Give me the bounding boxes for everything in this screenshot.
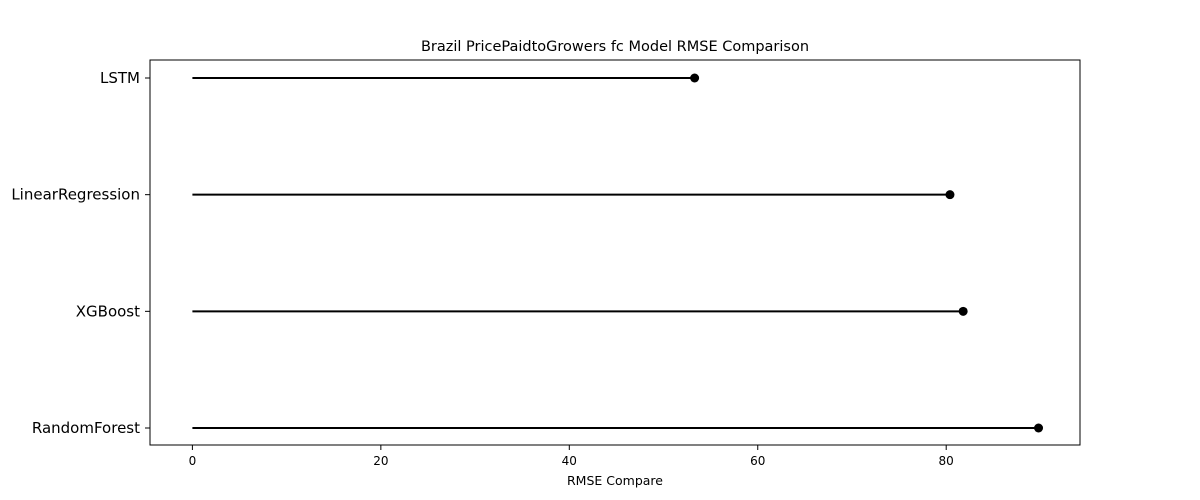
- x-tick-label: 60: [750, 454, 765, 468]
- y-tick-label: RandomForest: [32, 419, 140, 437]
- y-axis: LSTM LinearRegression XGBoost RandomForest: [11, 69, 150, 437]
- x-tick-label: 0: [189, 454, 197, 468]
- lollipop-point: [945, 190, 955, 200]
- y-tick-label: LinearRegression: [11, 186, 140, 204]
- x-tick-label: 80: [939, 454, 954, 468]
- x-axis-label: RMSE Compare: [567, 473, 663, 488]
- chart-title: Brazil PricePaidtoGrowers fc Model RMSE …: [421, 39, 809, 55]
- lollipop-point: [690, 73, 700, 83]
- y-tick-label: LSTM: [100, 69, 140, 87]
- x-tick-label: 20: [373, 454, 388, 468]
- y-tick-label: XGBoost: [76, 302, 140, 320]
- lollipop-point: [958, 306, 968, 316]
- x-axis: 0 20 40 60 80: [189, 445, 954, 468]
- lollipop-point: [1034, 423, 1044, 433]
- chart-marks: [192, 73, 1044, 433]
- plot-area-frame: [149, 59, 1081, 446]
- x-tick-label: 40: [562, 454, 577, 468]
